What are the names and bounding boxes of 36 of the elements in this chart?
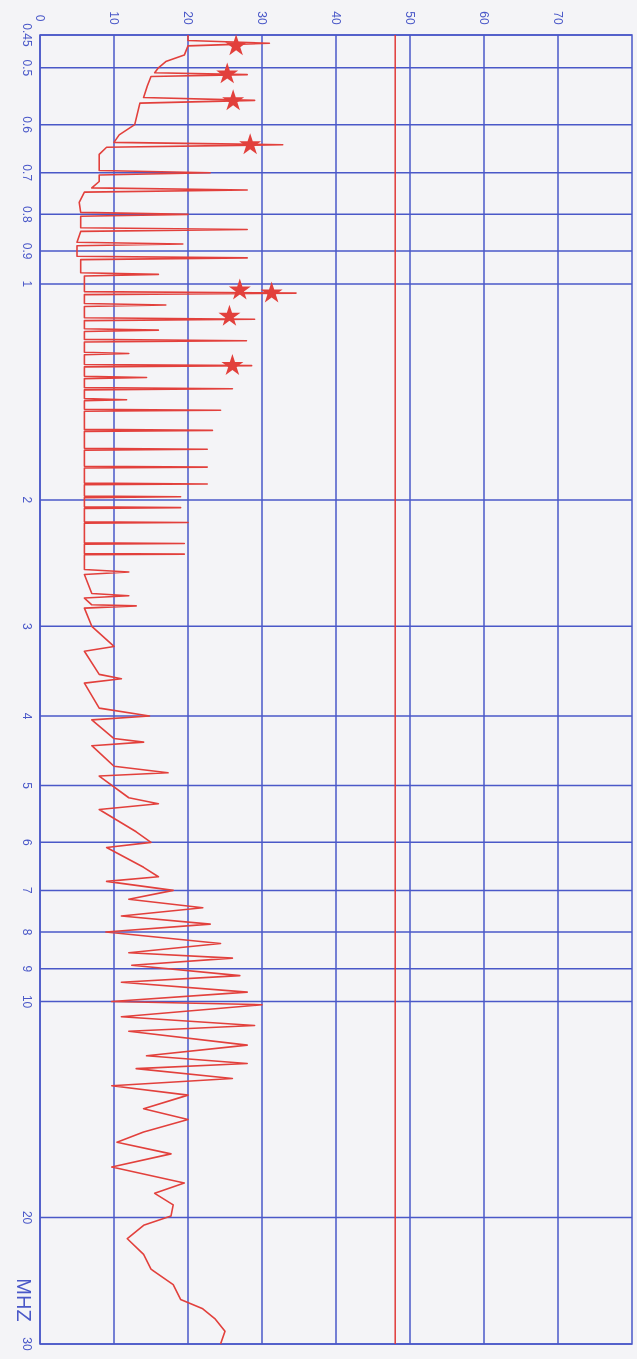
y-tick-label: 8 xyxy=(19,928,34,936)
y-tick-label: 4 xyxy=(19,712,34,720)
y-tick-label: 0.8 xyxy=(19,205,34,223)
point xyxy=(228,278,251,300)
x-tick-label: 10 xyxy=(106,11,121,25)
x-tick-label: 60 xyxy=(476,11,491,25)
y-tick-label: 3 xyxy=(19,622,34,630)
y-tick-label: 0.7 xyxy=(19,164,34,182)
x-tick-label: 40 xyxy=(328,11,343,25)
point xyxy=(218,304,241,326)
point xyxy=(221,354,244,376)
y-tick-label: 5 xyxy=(19,782,34,790)
y-tick-label: 1 xyxy=(19,280,34,288)
x-tick-label: 70 xyxy=(550,11,565,25)
y-tick-label: 30 xyxy=(19,1337,34,1351)
y-tick-label: 0.6 xyxy=(19,116,34,134)
x-tick-label: 30 xyxy=(254,11,269,25)
y-tick-label: 7 xyxy=(19,887,34,895)
point xyxy=(216,62,239,84)
x-tick-label: 50 xyxy=(402,11,417,25)
y-tick-label: 2 xyxy=(19,496,34,504)
point xyxy=(222,89,245,111)
point xyxy=(260,281,283,303)
y-tick-label: 6 xyxy=(19,839,34,847)
line-series xyxy=(76,34,297,1345)
y-tick-label: 0.45 xyxy=(19,23,34,47)
y-tick-label: 0.5 xyxy=(19,59,34,77)
y-tick-label: 0.9 xyxy=(19,242,34,260)
y-tick-label: 10 xyxy=(19,994,34,1009)
y-axis-title: MHZ xyxy=(13,1278,35,1322)
point xyxy=(239,133,262,155)
y-tick-label: 20 xyxy=(19,1210,34,1225)
point xyxy=(225,34,248,56)
x-tick-label: 20 xyxy=(180,11,195,25)
x-tick-label: 0 xyxy=(32,14,47,22)
y-tick-label: 9 xyxy=(19,965,34,973)
